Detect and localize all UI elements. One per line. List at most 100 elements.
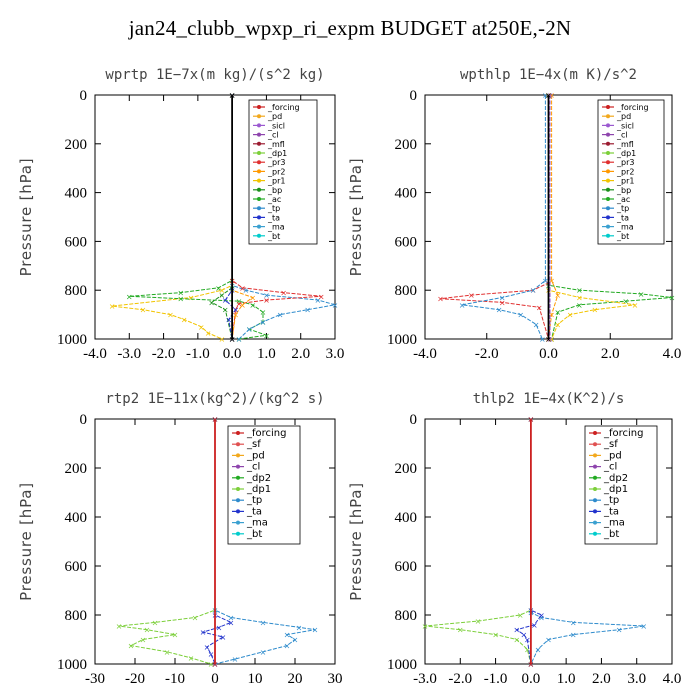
x-tick-label: 4.0	[663, 346, 682, 362]
series-marker: ×	[542, 91, 549, 100]
y-tick-label: 1000	[387, 332, 417, 348]
y-tick-label: 0	[410, 88, 418, 104]
y-tick-label: 200	[65, 461, 88, 477]
series-marker: ×	[531, 621, 538, 630]
series-marker: ×	[152, 618, 159, 627]
chart-title: rtp2 1E−11x(kg^2)/(kg^2 s)	[105, 391, 324, 407]
legend-marker	[606, 141, 610, 146]
legend-box: _forcing_sf_pd_cl_dp2_dp1_tp_ta_ma_bt	[227, 425, 301, 545]
x-tick-label: -2.0	[152, 346, 176, 362]
series-marker: ×	[116, 622, 123, 631]
series-marker: ×	[192, 613, 199, 622]
series-line-ta	[201, 419, 233, 665]
series-marker: ×	[229, 91, 236, 100]
series-line-pr1	[112, 95, 233, 340]
y-tick-label: 0	[80, 88, 88, 104]
legend-entry: _pd	[246, 450, 265, 461]
series-line-pr3	[231, 95, 322, 340]
series-marker: ×	[212, 660, 219, 669]
series-marker: ×	[533, 320, 540, 329]
legend-entry: _pr3	[267, 158, 285, 167]
series-marker: ×	[528, 660, 535, 669]
legend-marker	[236, 464, 240, 469]
legend-marker	[606, 233, 610, 238]
series-marker: ×	[492, 631, 499, 640]
series-marker: ×	[554, 291, 561, 300]
legend-entry: _pr3	[616, 158, 634, 167]
legend-entry: _tp	[603, 495, 619, 506]
y-tick-label: 800	[395, 283, 418, 299]
legend-entry: _mfl	[267, 140, 285, 149]
chart-panel-1: wprtp 1E−7x(m kg)/(s^2 kg) Pressure [hPa]…	[17, 67, 344, 362]
series-marker: ×	[576, 301, 583, 310]
legend-entry: _pr1	[616, 177, 634, 186]
y-tick-label: 600	[395, 559, 418, 575]
series-marker: ×	[212, 660, 219, 669]
series-marker: ×	[437, 295, 444, 304]
legend-marker	[236, 475, 240, 480]
series-marker: ×	[538, 611, 545, 620]
legend-entry: _dp1	[603, 484, 628, 495]
series-marker: ×	[292, 636, 299, 645]
series-line-tp	[231, 95, 336, 340]
y-tick-label: 1000	[57, 657, 87, 673]
legend-entry: _sicl	[616, 121, 634, 130]
y-tick-label: 200	[65, 137, 88, 153]
legend-marker	[236, 531, 240, 536]
x-tick-label: 0	[211, 671, 219, 687]
legend-marker	[236, 520, 240, 525]
legend-marker	[236, 431, 240, 435]
series-marker: ×	[499, 298, 506, 307]
series-marker: ×	[530, 286, 537, 295]
series-marker: ×	[570, 618, 577, 627]
series-marker: ×	[535, 645, 542, 654]
series-marker: ×	[517, 311, 524, 320]
series-marker: ×	[517, 611, 524, 620]
series-marker: ×	[128, 642, 135, 651]
series-marker: ×	[554, 308, 561, 317]
x-tick-label: -20	[125, 671, 145, 687]
legend-entry: _dp1	[246, 484, 271, 495]
legend-entry: _bp	[616, 186, 631, 195]
y-axis-label: Pressure [hPa]	[347, 482, 365, 601]
series-marker: ×	[236, 335, 243, 344]
legend-marker	[593, 487, 597, 491]
legend-marker	[257, 114, 261, 119]
legend-entry: _sf	[603, 439, 618, 450]
legend-marker	[257, 197, 261, 201]
legend-entry: _ta	[603, 506, 619, 517]
chart-title: thlp2 1E−4x(K^2)/s	[473, 391, 625, 407]
legend-marker	[236, 453, 240, 458]
series-marker: ×	[499, 294, 506, 303]
series-marker: ×	[229, 335, 236, 344]
series-marker: ×	[547, 335, 554, 344]
series-marker: ×	[296, 623, 303, 632]
x-tick-label: 30	[328, 671, 343, 687]
series-marker: ×	[246, 325, 253, 334]
series-marker: ×	[164, 648, 171, 657]
y-tick-label: 800	[65, 608, 88, 624]
series-marker: ×	[232, 306, 239, 315]
legend-marker	[257, 187, 261, 192]
series-marker: ×	[554, 320, 561, 329]
legend-entry: _bt	[246, 529, 262, 540]
series-line-pr2	[548, 95, 559, 340]
series-marker: ×	[236, 297, 243, 306]
y-tick-label: 200	[395, 137, 418, 153]
legend-marker	[257, 105, 261, 109]
legend-marker	[593, 431, 597, 435]
legend-marker	[606, 187, 610, 192]
series-marker: ×	[632, 301, 639, 310]
series-marker: ×	[260, 618, 267, 627]
series-marker: ×	[249, 301, 256, 310]
series-marker: ×	[200, 628, 207, 637]
series-marker: ×	[545, 335, 552, 344]
legend-marker	[257, 224, 261, 229]
series-marker: ×	[528, 415, 535, 424]
legend-marker	[257, 233, 261, 238]
series-marker: ×	[219, 286, 226, 295]
x-tick-label: 3.0	[627, 671, 646, 687]
series-marker: ×	[249, 294, 256, 303]
y-tick-label: 1000	[57, 332, 87, 348]
series-marker: ×	[524, 645, 531, 654]
